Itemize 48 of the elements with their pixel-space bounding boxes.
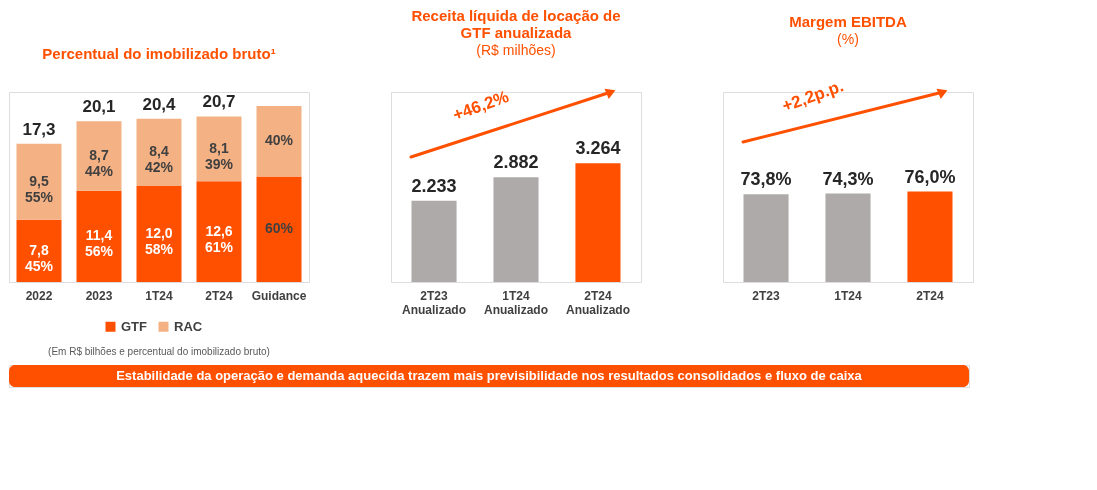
- data-label: 8,1 39%: [204, 139, 234, 172]
- bar: [136, 186, 182, 282]
- annotation: 40%: [264, 132, 294, 149]
- x-tick-label: 2022: [25, 288, 53, 303]
- chart-title: Margem EBITDA: [789, 13, 907, 31]
- data-label: 74,3%: [822, 168, 874, 189]
- chart-subtitle: (%): [837, 31, 859, 48]
- total-label: 20,7: [202, 92, 236, 112]
- data-label: 9,5 55%: [24, 172, 54, 205]
- x-tick-label: 2T23 Anualizado: [402, 288, 467, 317]
- bar: [76, 190, 122, 282]
- legend-label: GTF: [121, 318, 148, 334]
- x-tick-label: 1T24: [834, 288, 862, 303]
- data-label: 7,8 45%: [24, 241, 54, 274]
- x-tick-label: 2T23: [752, 288, 781, 303]
- total-label: 17,3: [22, 119, 56, 139]
- legend-label: RAC: [174, 318, 203, 334]
- data-label: 3.264: [575, 138, 621, 159]
- text: (Em R$ bilhões e percentual do imobilizado bruto): [48, 346, 270, 357]
- x-tick-label: 2T24: [916, 288, 944, 303]
- data-label: 12,6 61%: [204, 222, 234, 255]
- bar: [196, 181, 242, 282]
- chart-title: Percentual do imobilizado bruto¹: [42, 45, 276, 62]
- data-label: 76,0%: [904, 166, 956, 187]
- x-tick-label: 1T24 Anualizado: [483, 288, 549, 317]
- chart-subtitle: (R$ milhões): [476, 41, 556, 58]
- x-tick-label: 2T24: [205, 288, 233, 303]
- data-label: 11,4 56%: [84, 227, 114, 260]
- data-label: 12,0 58%: [144, 225, 174, 258]
- x-tick-label: 1T24: [145, 288, 173, 303]
- x-tick-label: Guidance: [251, 288, 307, 303]
- annotation: 60%: [264, 220, 294, 237]
- text: +2,2p.p.: [779, 76, 847, 116]
- data-label: 8,4 42%: [144, 143, 174, 176]
- total-label: 20,1: [82, 97, 116, 117]
- x-tick-label: 2T24 Anualizado: [565, 288, 630, 317]
- chart-title: Receita líquida de locação de GTF anualizada: [411, 6, 621, 41]
- bar: [76, 121, 122, 191]
- total-label: 20,4: [142, 94, 177, 114]
- text: Estabilidade da operação e demanda aquecida trazem mais previsibilidade nos resultados consolidados e fluxo de caixa: [116, 368, 863, 383]
- bar: [256, 106, 302, 177]
- text: +46,2%: [450, 86, 512, 125]
- data-label: 2.882: [493, 152, 539, 173]
- data-label: 2.233: [411, 175, 457, 196]
- data-label: 8,7 44%: [84, 147, 114, 180]
- data-label: 73,8%: [740, 169, 792, 190]
- x-tick-label: 2023: [85, 288, 113, 303]
- bar: [256, 176, 302, 282]
